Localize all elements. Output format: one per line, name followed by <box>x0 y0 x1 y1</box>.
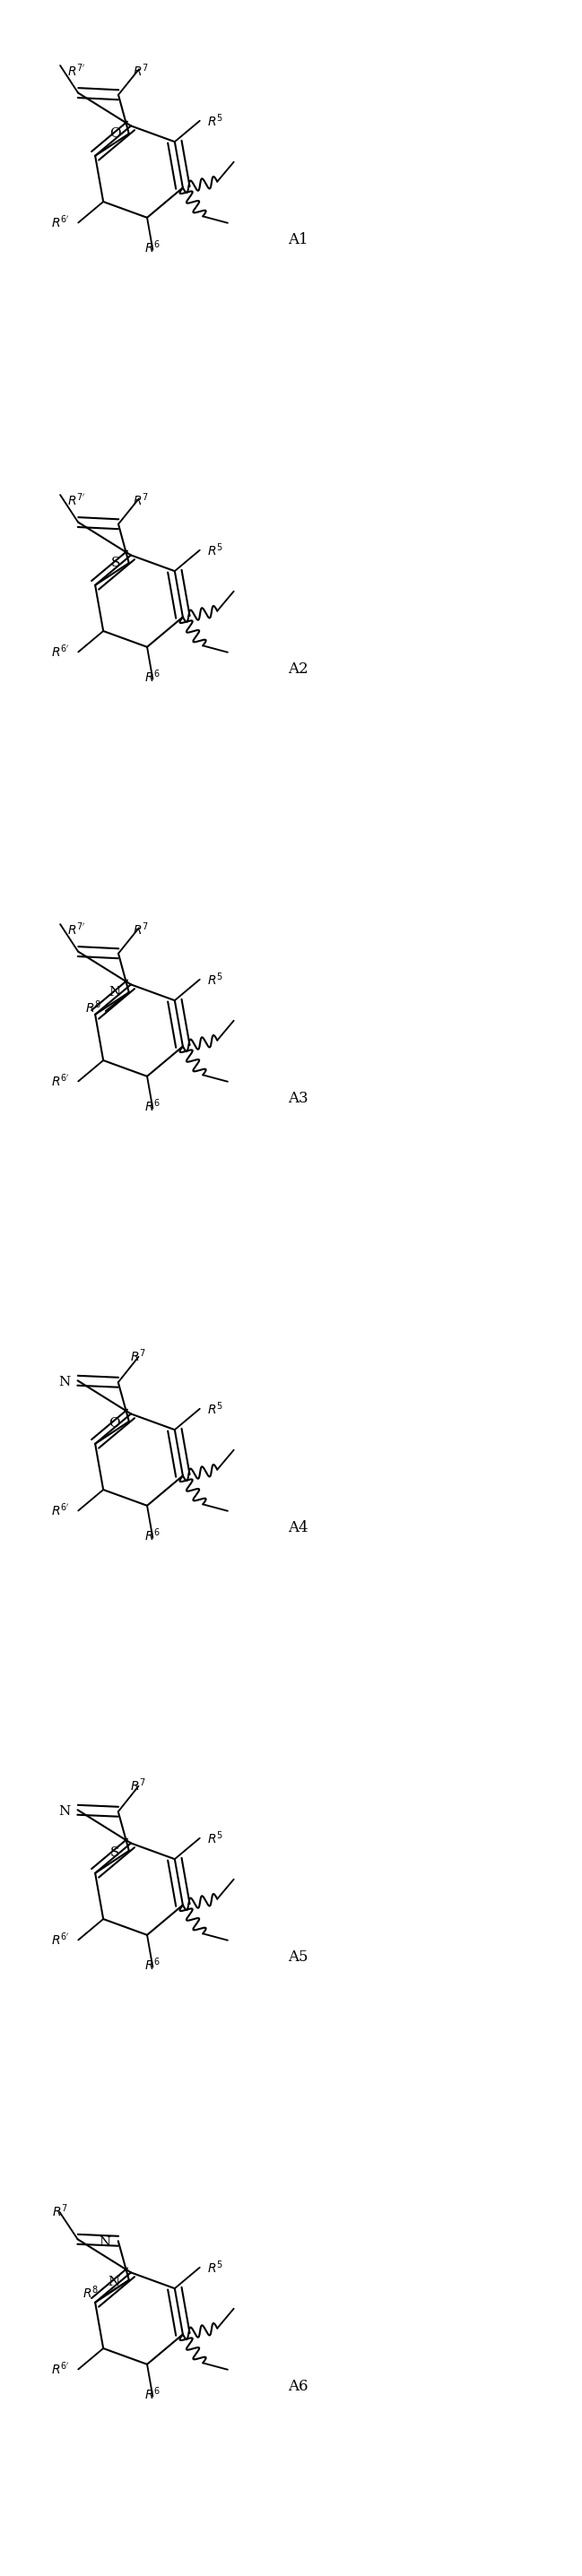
Text: $R^8$: $R^8$ <box>83 2285 99 2300</box>
Text: $R^6$: $R^6$ <box>145 1955 161 1973</box>
Text: $R^6$: $R^6$ <box>145 667 161 685</box>
Text: $R^{7'}$: $R^{7'}$ <box>67 492 86 507</box>
Text: A4: A4 <box>288 1520 308 1535</box>
Text: $R^5$: $R^5$ <box>207 2259 223 2275</box>
Text: $R^6$: $R^6$ <box>145 2385 161 2401</box>
Text: O: O <box>109 126 120 139</box>
Text: $R^6$: $R^6$ <box>145 1097 161 1113</box>
Text: $R^7$: $R^7$ <box>130 1347 147 1365</box>
Text: $R^{7'}$: $R^{7'}$ <box>67 64 86 80</box>
Text: $R^6$: $R^6$ <box>145 1528 161 1543</box>
Text: A2: A2 <box>288 662 308 677</box>
Text: $R^{7'}$: $R^{7'}$ <box>67 922 86 938</box>
Text: S: S <box>111 556 120 569</box>
Text: $R^7$: $R^7$ <box>130 1777 147 1793</box>
Text: S: S <box>111 1847 120 1860</box>
Text: N: N <box>59 1806 70 1819</box>
Text: $R^8$: $R^8$ <box>85 999 101 1015</box>
Text: O: O <box>108 1417 120 1430</box>
Text: A5: A5 <box>288 1950 308 1965</box>
Text: $R^7$: $R^7$ <box>133 922 149 938</box>
Text: $R^7$: $R^7$ <box>52 2202 68 2221</box>
Text: $R^5$: $R^5$ <box>207 541 223 559</box>
Text: N: N <box>108 2277 120 2287</box>
Text: N: N <box>100 2236 111 2249</box>
Text: $R^5$: $R^5$ <box>207 1829 223 1847</box>
Text: $R^{6'}$: $R^{6'}$ <box>51 644 70 659</box>
Text: $R^5$: $R^5$ <box>207 113 223 129</box>
Text: N: N <box>59 1376 70 1388</box>
Text: $R^5$: $R^5$ <box>207 971 223 987</box>
Text: $R^7$: $R^7$ <box>133 492 149 507</box>
Text: A3: A3 <box>288 1092 308 1105</box>
Text: $R^5$: $R^5$ <box>207 1401 223 1417</box>
Text: $R^{6'}$: $R^{6'}$ <box>51 1074 70 1090</box>
Text: $R^6$: $R^6$ <box>145 240 161 255</box>
Text: N: N <box>109 987 120 999</box>
Text: $R^{6'}$: $R^{6'}$ <box>51 2362 70 2378</box>
Text: A1: A1 <box>288 232 308 247</box>
Text: A6: A6 <box>288 2380 308 2393</box>
Text: $R^7$: $R^7$ <box>133 62 149 80</box>
Text: $R^{6'}$: $R^{6'}$ <box>51 214 70 232</box>
Text: $R^{6'}$: $R^{6'}$ <box>51 1932 70 1947</box>
Text: $R^{6'}$: $R^{6'}$ <box>51 1502 70 1520</box>
